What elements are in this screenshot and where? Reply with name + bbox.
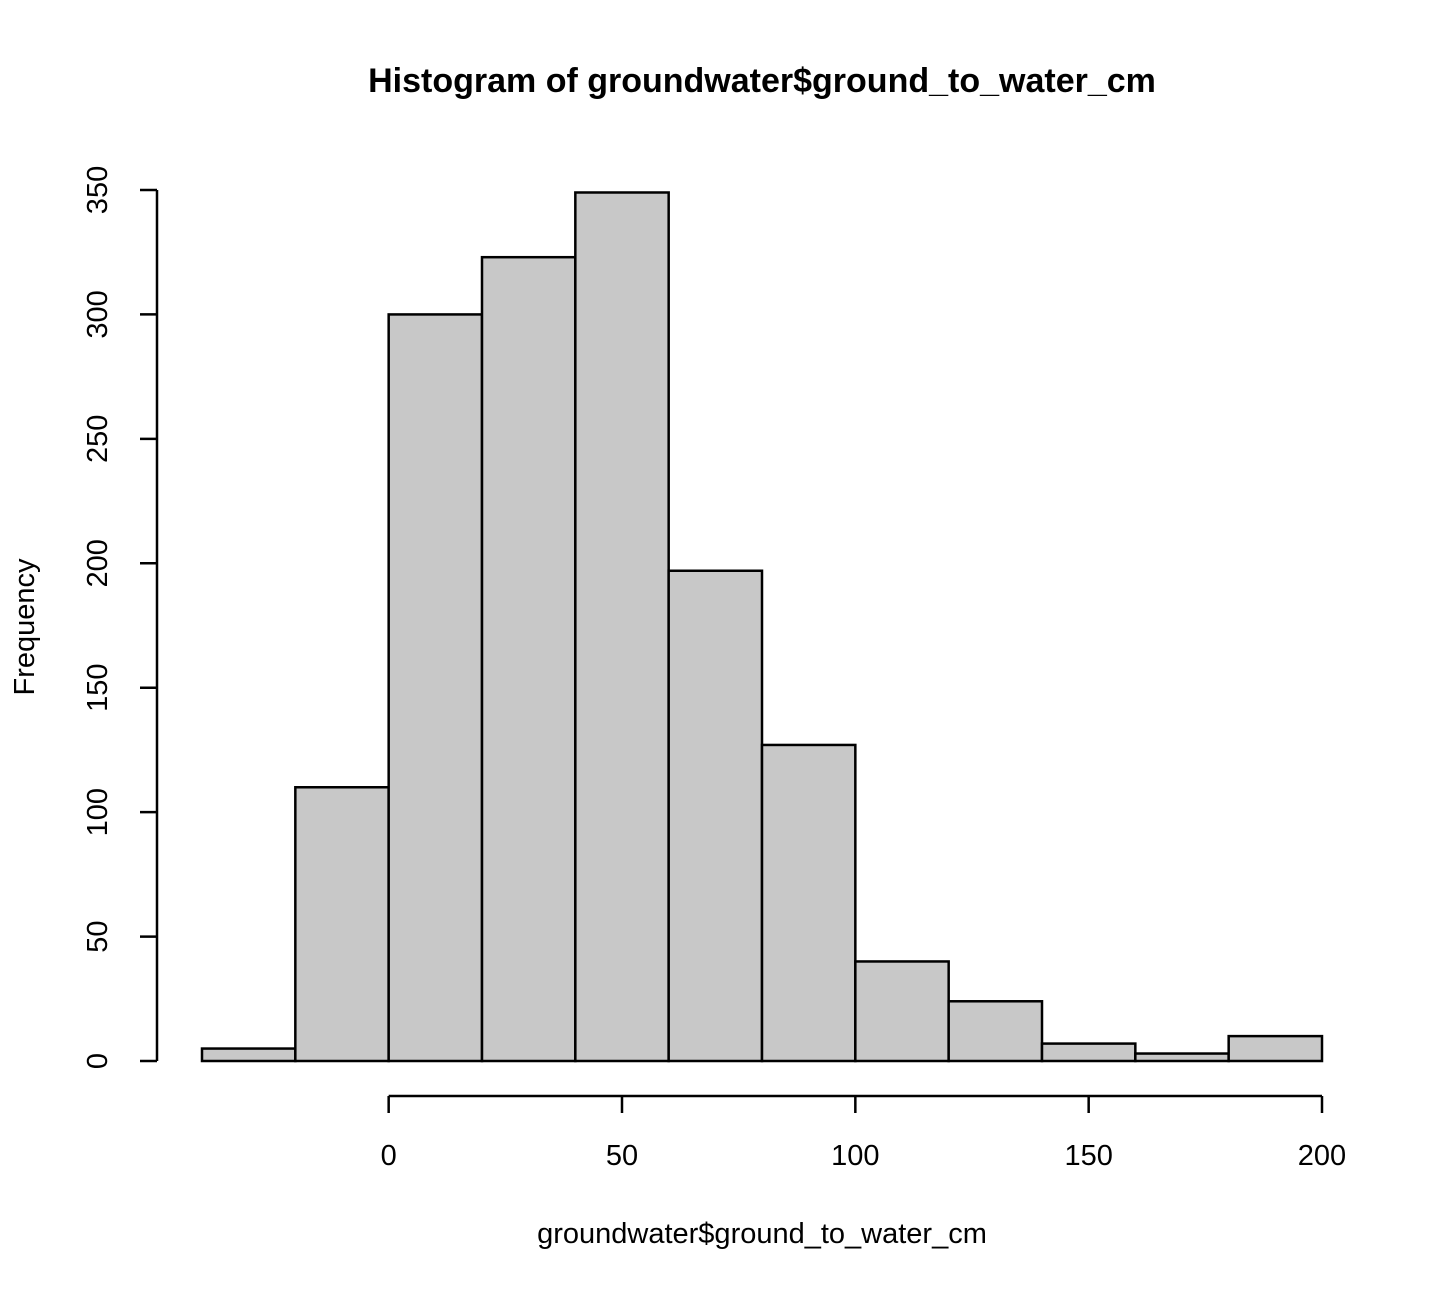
y-tick-label-200: 200 — [82, 539, 114, 587]
x-tick-label-50: 50 — [606, 1140, 638, 1172]
x-tick-label-100: 100 — [831, 1140, 879, 1172]
y-tick-label-50: 50 — [82, 920, 114, 952]
histogram-bar-7 — [854, 960, 950, 1063]
x-axis: 0 50 100 150 200 — [381, 1094, 1346, 1172]
y-tick-label-300: 300 — [82, 290, 114, 338]
y-axis-label: Frequency — [9, 558, 41, 696]
histogram-bar-4 — [574, 191, 670, 1063]
x-tick-label-150: 150 — [1064, 1140, 1112, 1172]
histogram-bar-9 — [1040, 1042, 1137, 1063]
y-axis: 0 50 100 150 200 250 300 350 — [82, 166, 159, 1069]
y-tick-label-150: 150 — [82, 664, 114, 712]
chart-title: Histogram of groundwater$ground_to_water… — [368, 62, 1156, 100]
histogram-bar-10 — [1134, 1052, 1230, 1063]
y-tick-label-100: 100 — [82, 788, 114, 836]
x-tick-label-200: 200 — [1298, 1140, 1346, 1172]
histogram-bar-5 — [667, 569, 764, 1063]
x-axis-label: groundwater$ground_to_water_cm — [537, 1218, 987, 1250]
y-tick-label-250: 250 — [82, 415, 114, 463]
histogram-bar-1 — [294, 786, 390, 1063]
histogram-bar-0 — [200, 1047, 297, 1063]
histogram-bar-6 — [760, 743, 857, 1063]
y-tick-label-0: 0 — [82, 1053, 114, 1069]
histogram-bar-8 — [947, 1000, 1044, 1063]
bars-group — [200, 191, 1324, 1063]
histogram-bar-3 — [480, 255, 577, 1063]
histogram-bar-11 — [1227, 1034, 1324, 1063]
x-tick-label-0: 0 — [381, 1140, 397, 1172]
y-tick-label-350: 350 — [82, 166, 114, 214]
histogram-bar-2 — [387, 313, 484, 1063]
